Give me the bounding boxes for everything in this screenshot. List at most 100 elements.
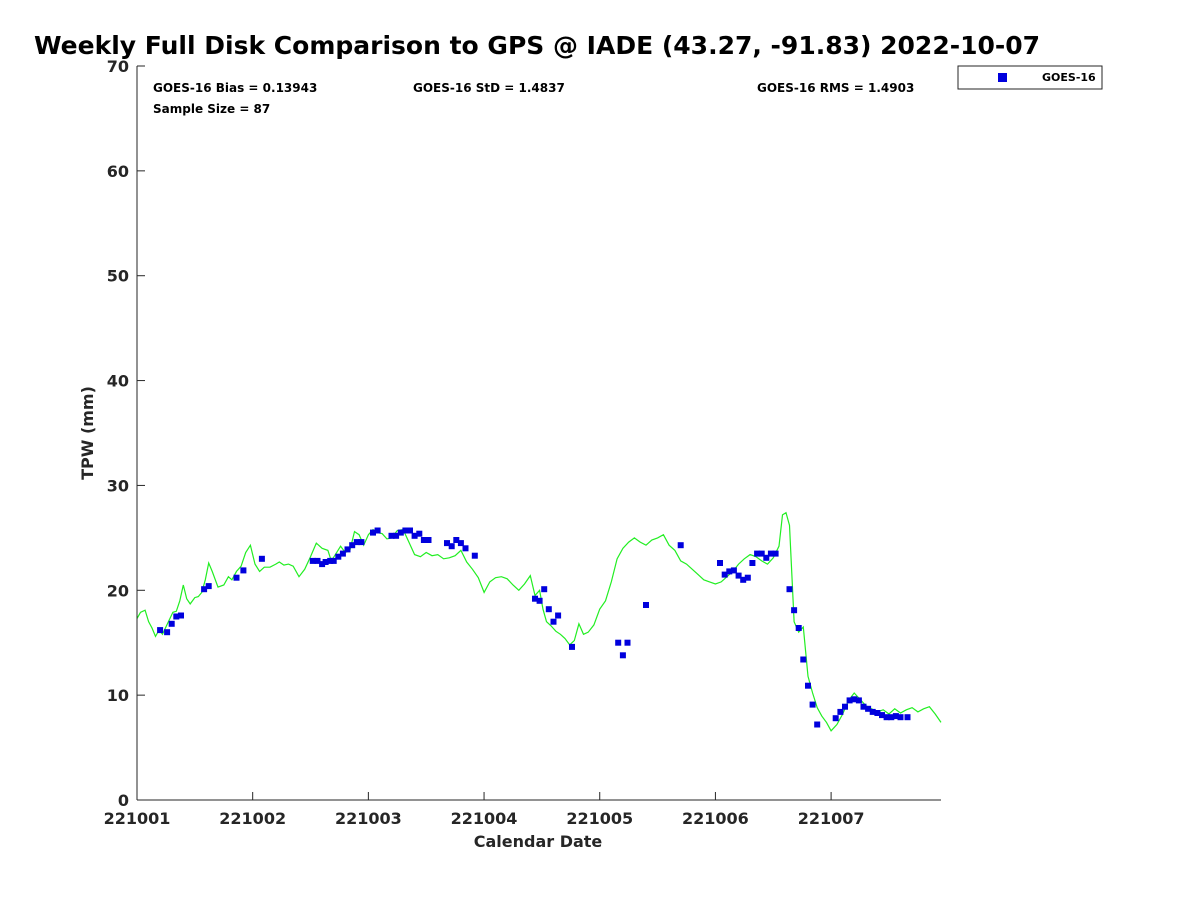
stat-std: GOES-16 StD = 1.4837 <box>413 81 565 95</box>
goes16-point <box>420 537 427 543</box>
goes16-point <box>550 618 557 625</box>
goes16-point <box>569 643 575 650</box>
goes16-point <box>615 639 622 646</box>
goes16-point <box>397 529 404 536</box>
goes16-point <box>173 613 180 620</box>
stat-sample-size: Sample Size = 87 <box>153 102 270 116</box>
goes16-point <box>744 574 751 581</box>
goes16-point <box>471 552 478 559</box>
goes16-point <box>416 530 423 537</box>
goes16-point <box>904 714 911 721</box>
y-tick-label: 0 <box>118 791 129 810</box>
goes16-point <box>772 550 779 557</box>
goes16-point <box>327 557 334 564</box>
goes16-point <box>349 542 356 549</box>
goes16-point <box>855 697 862 704</box>
goes16-point <box>448 543 455 550</box>
goes16-point <box>536 597 543 604</box>
y-tick-label: 50 <box>107 267 129 286</box>
goes16-point <box>339 550 346 557</box>
goes16-point <box>205 583 212 590</box>
goes16-point <box>388 532 395 539</box>
goes16-point <box>879 712 885 719</box>
stat-rms: GOES-16 RMS = 1.4903 <box>757 81 914 95</box>
goes16-point <box>322 559 329 565</box>
y-tick-label: 10 <box>107 686 129 705</box>
goes16-point <box>532 595 538 602</box>
goes16-point <box>888 714 895 721</box>
goes16-point <box>800 656 807 663</box>
goes16-point <box>335 553 342 560</box>
goes16-point <box>393 532 400 539</box>
goes16-point <box>168 620 175 627</box>
goes16-point <box>865 705 872 712</box>
x-tick-label: 221007 <box>798 809 865 828</box>
y-tick-label: 40 <box>107 372 129 391</box>
y-tick-label: 60 <box>107 162 129 181</box>
x-tick-label: 221002 <box>219 809 286 828</box>
goes16-point <box>717 560 723 566</box>
goes16-point <box>164 629 171 636</box>
goes16-point <box>735 572 742 579</box>
x-tick-label: 221003 <box>335 809 402 828</box>
goes16-point <box>809 701 816 708</box>
y-axis-label: TPW (mm) <box>78 386 97 480</box>
goes16-point <box>425 537 432 543</box>
goes16-point <box>314 557 321 564</box>
goes16-point <box>740 576 747 583</box>
goes16-point <box>444 540 450 547</box>
goes16-point <box>201 586 208 593</box>
goes16-point <box>462 545 469 552</box>
goes16-point <box>805 682 811 689</box>
legend-marker-goes16 <box>998 73 1007 82</box>
goes16-point <box>842 703 848 710</box>
legend: GOES-16 <box>957 65 1103 90</box>
goes16-point <box>767 550 774 557</box>
x-tick-label: 221005 <box>566 809 633 828</box>
goes16-point <box>677 542 684 549</box>
goes16-point <box>353 539 360 546</box>
goes16-point <box>763 554 770 561</box>
goes16-point <box>411 532 418 539</box>
goes16-point <box>860 703 867 710</box>
goes16-point <box>892 713 899 720</box>
y-tick-label: 30 <box>107 476 129 495</box>
goes16-point <box>874 710 881 716</box>
x-axis-label: Calendar Date <box>474 832 603 851</box>
goes16-point <box>897 714 904 721</box>
goes16-point <box>624 639 631 646</box>
goes16-point <box>555 612 562 619</box>
goes16-point <box>619 652 626 659</box>
y-tick-label: 70 <box>107 57 129 76</box>
goes16-point <box>309 557 316 564</box>
goes16-point <box>233 574 240 581</box>
goes16-point <box>846 697 853 704</box>
goes16-point <box>721 571 728 578</box>
plot-background <box>137 66 941 800</box>
goes16-point <box>726 568 733 575</box>
goes16-point <box>869 708 876 715</box>
x-tick-label: 221006 <box>682 809 749 828</box>
x-tick-label: 221001 <box>104 809 171 828</box>
goes16-point <box>178 612 184 619</box>
goes16-point <box>545 606 552 613</box>
goes16-point <box>258 555 265 562</box>
goes16-point <box>786 586 793 593</box>
goes16-point <box>457 540 464 547</box>
legend-label-goes16: GOES-16 <box>1042 71 1096 84</box>
goes16-point <box>453 537 460 543</box>
goes16-point <box>344 546 351 553</box>
goes16-point <box>157 627 164 634</box>
x-tick-label: 221004 <box>451 809 518 828</box>
goes16-point <box>370 529 376 536</box>
goes16-series <box>157 527 911 728</box>
y-tick-label: 20 <box>107 581 129 600</box>
goes16-point <box>791 607 798 614</box>
goes16-point <box>883 714 890 721</box>
goes16-point <box>541 586 548 593</box>
goes16-point <box>758 550 765 557</box>
goes16-point <box>643 602 649 608</box>
goes16-point <box>851 696 858 703</box>
goes16-point <box>407 527 413 534</box>
